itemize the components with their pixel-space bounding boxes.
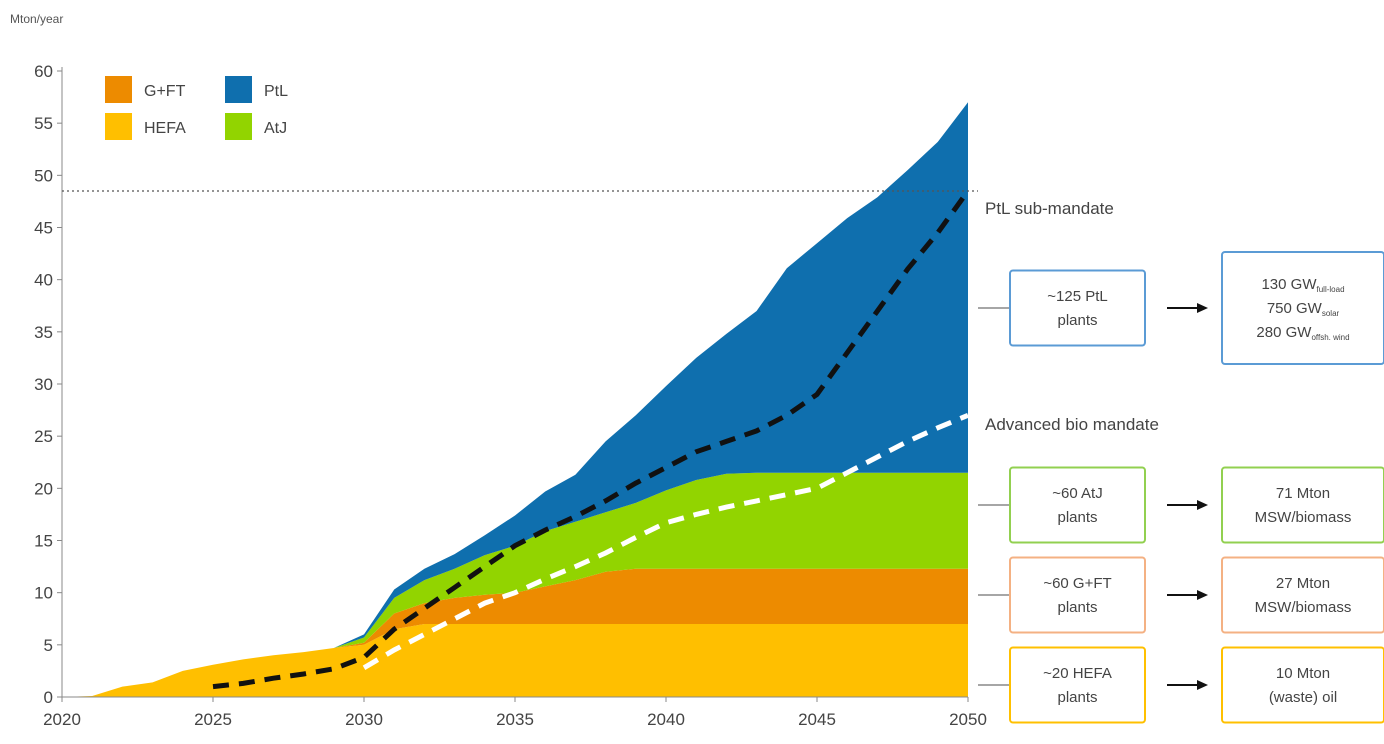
arrow-head	[1197, 590, 1208, 600]
box-group-ptl: ~125 PtL plants 130 GWfull-load 750 GWsolar…	[978, 251, 1384, 365]
line-advanced-bio-mandate	[362, 412, 969, 670]
plants-box	[1009, 269, 1146, 347]
x-tick-label: 2035	[496, 710, 534, 729]
y-tick-label: 5	[44, 636, 53, 655]
area-ptl	[62, 102, 968, 698]
resource-main: 750 GW	[1267, 300, 1323, 317]
y-tick-label: 35	[34, 323, 53, 342]
arrow-head	[1197, 680, 1208, 690]
resource-main: MSW/biomass	[1255, 599, 1352, 616]
resource-main: 71 Mton	[1276, 485, 1330, 502]
y-axis-unit-label: Mton/year	[10, 12, 63, 26]
x-tick-label: 2050	[949, 710, 987, 729]
plants-text: ~125 PtL	[1047, 288, 1107, 305]
y-tick-label: 55	[34, 114, 53, 133]
resource-main: (waste) oil	[1269, 689, 1337, 706]
plants-box	[1009, 556, 1146, 634]
resource-box	[1221, 556, 1384, 634]
y-tick-label: 10	[34, 584, 53, 603]
resource-main: MSW/biomass	[1255, 509, 1352, 526]
x-tick-label: 2020	[43, 710, 81, 729]
resource-text: 71 Mton	[1276, 485, 1330, 502]
resource-subscript: full-load	[1317, 285, 1345, 294]
x-tick-label: 2045	[798, 710, 836, 729]
y-tick-label: 25	[34, 427, 53, 446]
y-tick-label: 20	[34, 479, 53, 498]
area-atj	[62, 472, 968, 697]
y-tick-label: 60	[34, 62, 53, 81]
y-tick-label: 0	[44, 688, 53, 707]
legend-swatch	[105, 76, 132, 103]
resource-main: 130 GW	[1261, 276, 1317, 293]
legend-label: PtL	[264, 83, 288, 100]
plants-box	[1009, 646, 1146, 724]
resource-text: MSW/biomass	[1255, 599, 1352, 616]
legend-swatch	[225, 76, 252, 103]
plants-text: plants	[1057, 509, 1097, 526]
ptl-submandate-label: PtL sub-mandate	[985, 199, 1114, 218]
arrow-head	[1197, 303, 1208, 313]
resource-box	[1221, 466, 1384, 544]
line-ptl-sub-mandate	[212, 189, 971, 690]
x-tick-label: 2040	[647, 710, 685, 729]
plants-text: plants	[1057, 312, 1097, 329]
area-g-ft	[62, 568, 968, 697]
resource-text: 280 GWoffsh. wind	[1256, 324, 1349, 342]
resource-main: 10 Mton	[1276, 665, 1330, 682]
y-tick-label: 50	[34, 166, 53, 185]
resource-text: 10 Mton	[1276, 665, 1330, 682]
resource-box	[1221, 251, 1384, 365]
y-tick-label: 15	[34, 532, 53, 551]
resource-text: MSW/biomass	[1255, 509, 1352, 526]
y-tick-label: 45	[34, 219, 53, 238]
resource-box	[1221, 646, 1384, 724]
box-group-gft: ~60 G+FT plants 27 Mton MSW/biomass	[978, 556, 1384, 634]
legend-swatch	[105, 113, 132, 140]
legend: G+FT PtL HEFA AtJ	[105, 76, 288, 140]
box-group-hefa: ~20 HEFA plants 10 Mton (waste) oil	[978, 646, 1384, 724]
resource-text: 750 GWsolar	[1267, 300, 1340, 318]
x-tick-label: 2030	[345, 710, 383, 729]
resource-main: 280 GW	[1256, 324, 1312, 341]
plants-text: plants	[1057, 689, 1097, 706]
plants-box	[1009, 466, 1146, 544]
legend-label: G+FT	[144, 83, 186, 100]
resource-subscript: solar	[1322, 309, 1340, 318]
mandate-lines	[62, 189, 978, 690]
advanced-bio-mandate-label: Advanced bio mandate	[985, 415, 1159, 434]
capacity-boxes: ~125 PtL plants 130 GWfull-load 750 GWsolar…	[978, 251, 1384, 724]
legend-label: AtJ	[264, 120, 287, 137]
arrow-head	[1197, 500, 1208, 510]
legend-swatch	[225, 113, 252, 140]
resource-main: 27 Mton	[1276, 575, 1330, 592]
legend-label: HEFA	[144, 120, 186, 137]
resource-text: 27 Mton	[1276, 575, 1330, 592]
plants-text: ~60 AtJ	[1052, 485, 1102, 502]
stacked-areas	[62, 102, 968, 698]
plants-text: ~60 G+FT	[1043, 575, 1111, 592]
x-tick-label: 2025	[194, 710, 232, 729]
y-tick-label: 40	[34, 271, 53, 290]
plants-text: ~20 HEFA	[1043, 665, 1112, 682]
plants-text: plants	[1057, 599, 1097, 616]
annotations: PtL sub-mandate Advanced bio mandate	[985, 199, 1159, 434]
y-tick-label: 30	[34, 375, 53, 394]
resource-text: 130 GWfull-load	[1261, 276, 1344, 294]
area-hefa	[62, 624, 968, 697]
resource-subscript: offsh. wind	[1311, 333, 1349, 342]
box-group-atj: ~60 AtJ plants 71 Mton MSW/biomass	[978, 466, 1384, 544]
resource-text: (waste) oil	[1269, 689, 1337, 706]
